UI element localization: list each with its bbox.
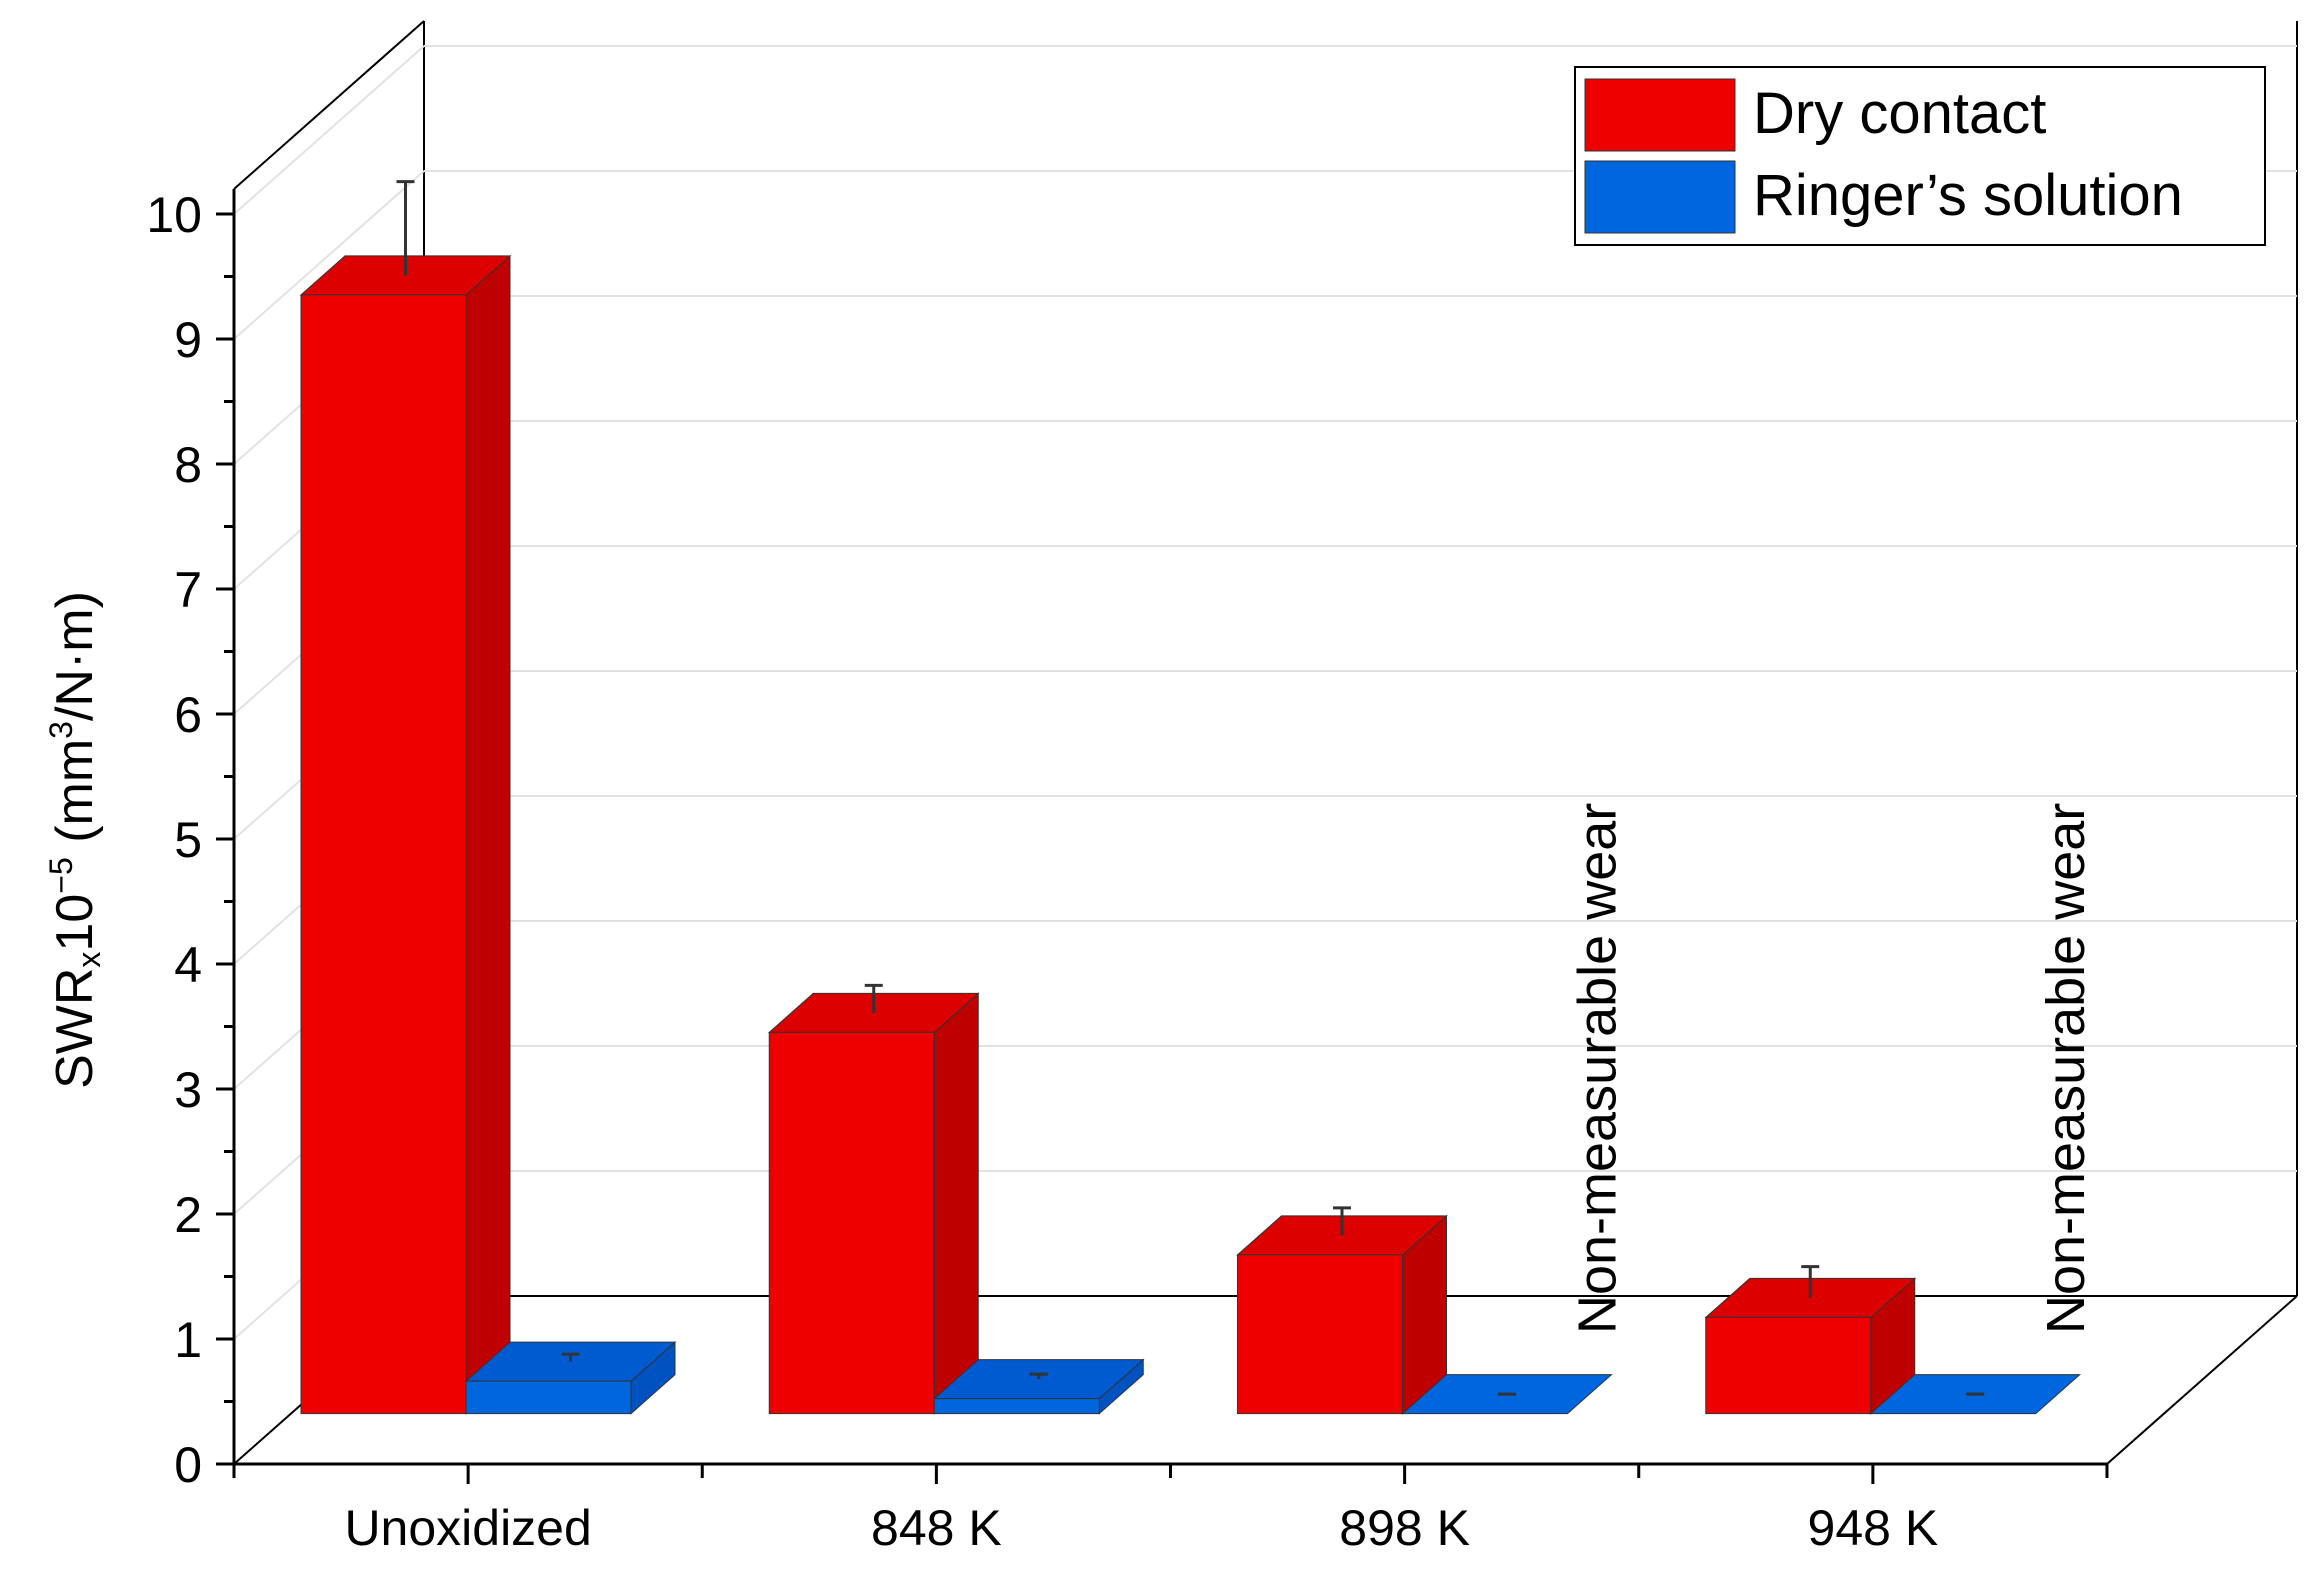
y-axis-title: SWRx10−5 (mm3/N·m) [43,591,107,1089]
legend-label: Ringer’s solution [1753,163,2183,228]
legend-swatch [1584,160,1736,234]
ylabel-lead: SWR [46,968,104,1089]
y-tick-label: 9 [174,312,202,368]
gridline-side [233,170,425,340]
bar-dry-front [1705,1316,1872,1415]
y-tick-label: 5 [174,812,202,868]
y-tick-label: 0 [174,1437,202,1493]
top-diagonal [233,20,425,190]
axes: 0 1 2 3 4 5 6 7 8 9 10 Unoxidized 848 K 898 K 948 K [146,187,2109,1556]
y-tick-label: 2 [174,1187,202,1243]
bar-dry-front [300,294,467,1415]
gridline-side [233,45,425,215]
ylabel-exp: −5 [43,857,79,893]
bars [299,180,2082,1415]
y-tick-label: 7 [174,562,202,618]
y-axis-label: SWRx10−5 (mm3/N·m) [43,591,107,1089]
x-tick-label: 898 K [1339,1500,1470,1556]
y-tick-label: 4 [174,937,202,993]
x-tick-label: Unoxidized [344,1500,591,1556]
y-tick-label: 1 [174,1312,202,1368]
ylabel-unit-exp: 3 [43,721,79,739]
ylabel-unit-open: (mm [46,739,104,857]
bar-dry-side [465,254,511,1415]
bar-dry-front [768,1031,935,1415]
legend-swatch [1584,78,1736,152]
annotation-non-measurable: Non-measurable wear [2036,803,2096,1334]
y-tick-label: 10 [146,187,202,243]
legend-label: Dry contact [1753,81,2046,146]
ylabel-base: 10 [46,894,104,952]
x-tick-label: 848 K [871,1500,1002,1556]
bar-ringer-front [933,1398,1100,1415]
annotations: Non-measurable wear Non-measurable wear [1568,803,2096,1334]
legend: Dry contact Ringer’s solution [1574,66,2266,246]
annotation-non-measurable: Non-measurable wear [1568,803,1628,1334]
y-tick-label: 3 [174,1062,202,1118]
x-tick-label: 948 K [1808,1500,1939,1556]
y-tick-label: 6 [174,687,202,743]
ylabel-sub: x [71,952,107,968]
bar-ringer-front [465,1380,632,1415]
y-tick-label: 8 [174,437,202,493]
floor-right-diagonal [2106,1295,2298,1465]
bar-dry-front [1237,1254,1403,1415]
ylabel-unit-close: /N·m) [46,591,104,721]
bar-dry-side [933,992,979,1415]
